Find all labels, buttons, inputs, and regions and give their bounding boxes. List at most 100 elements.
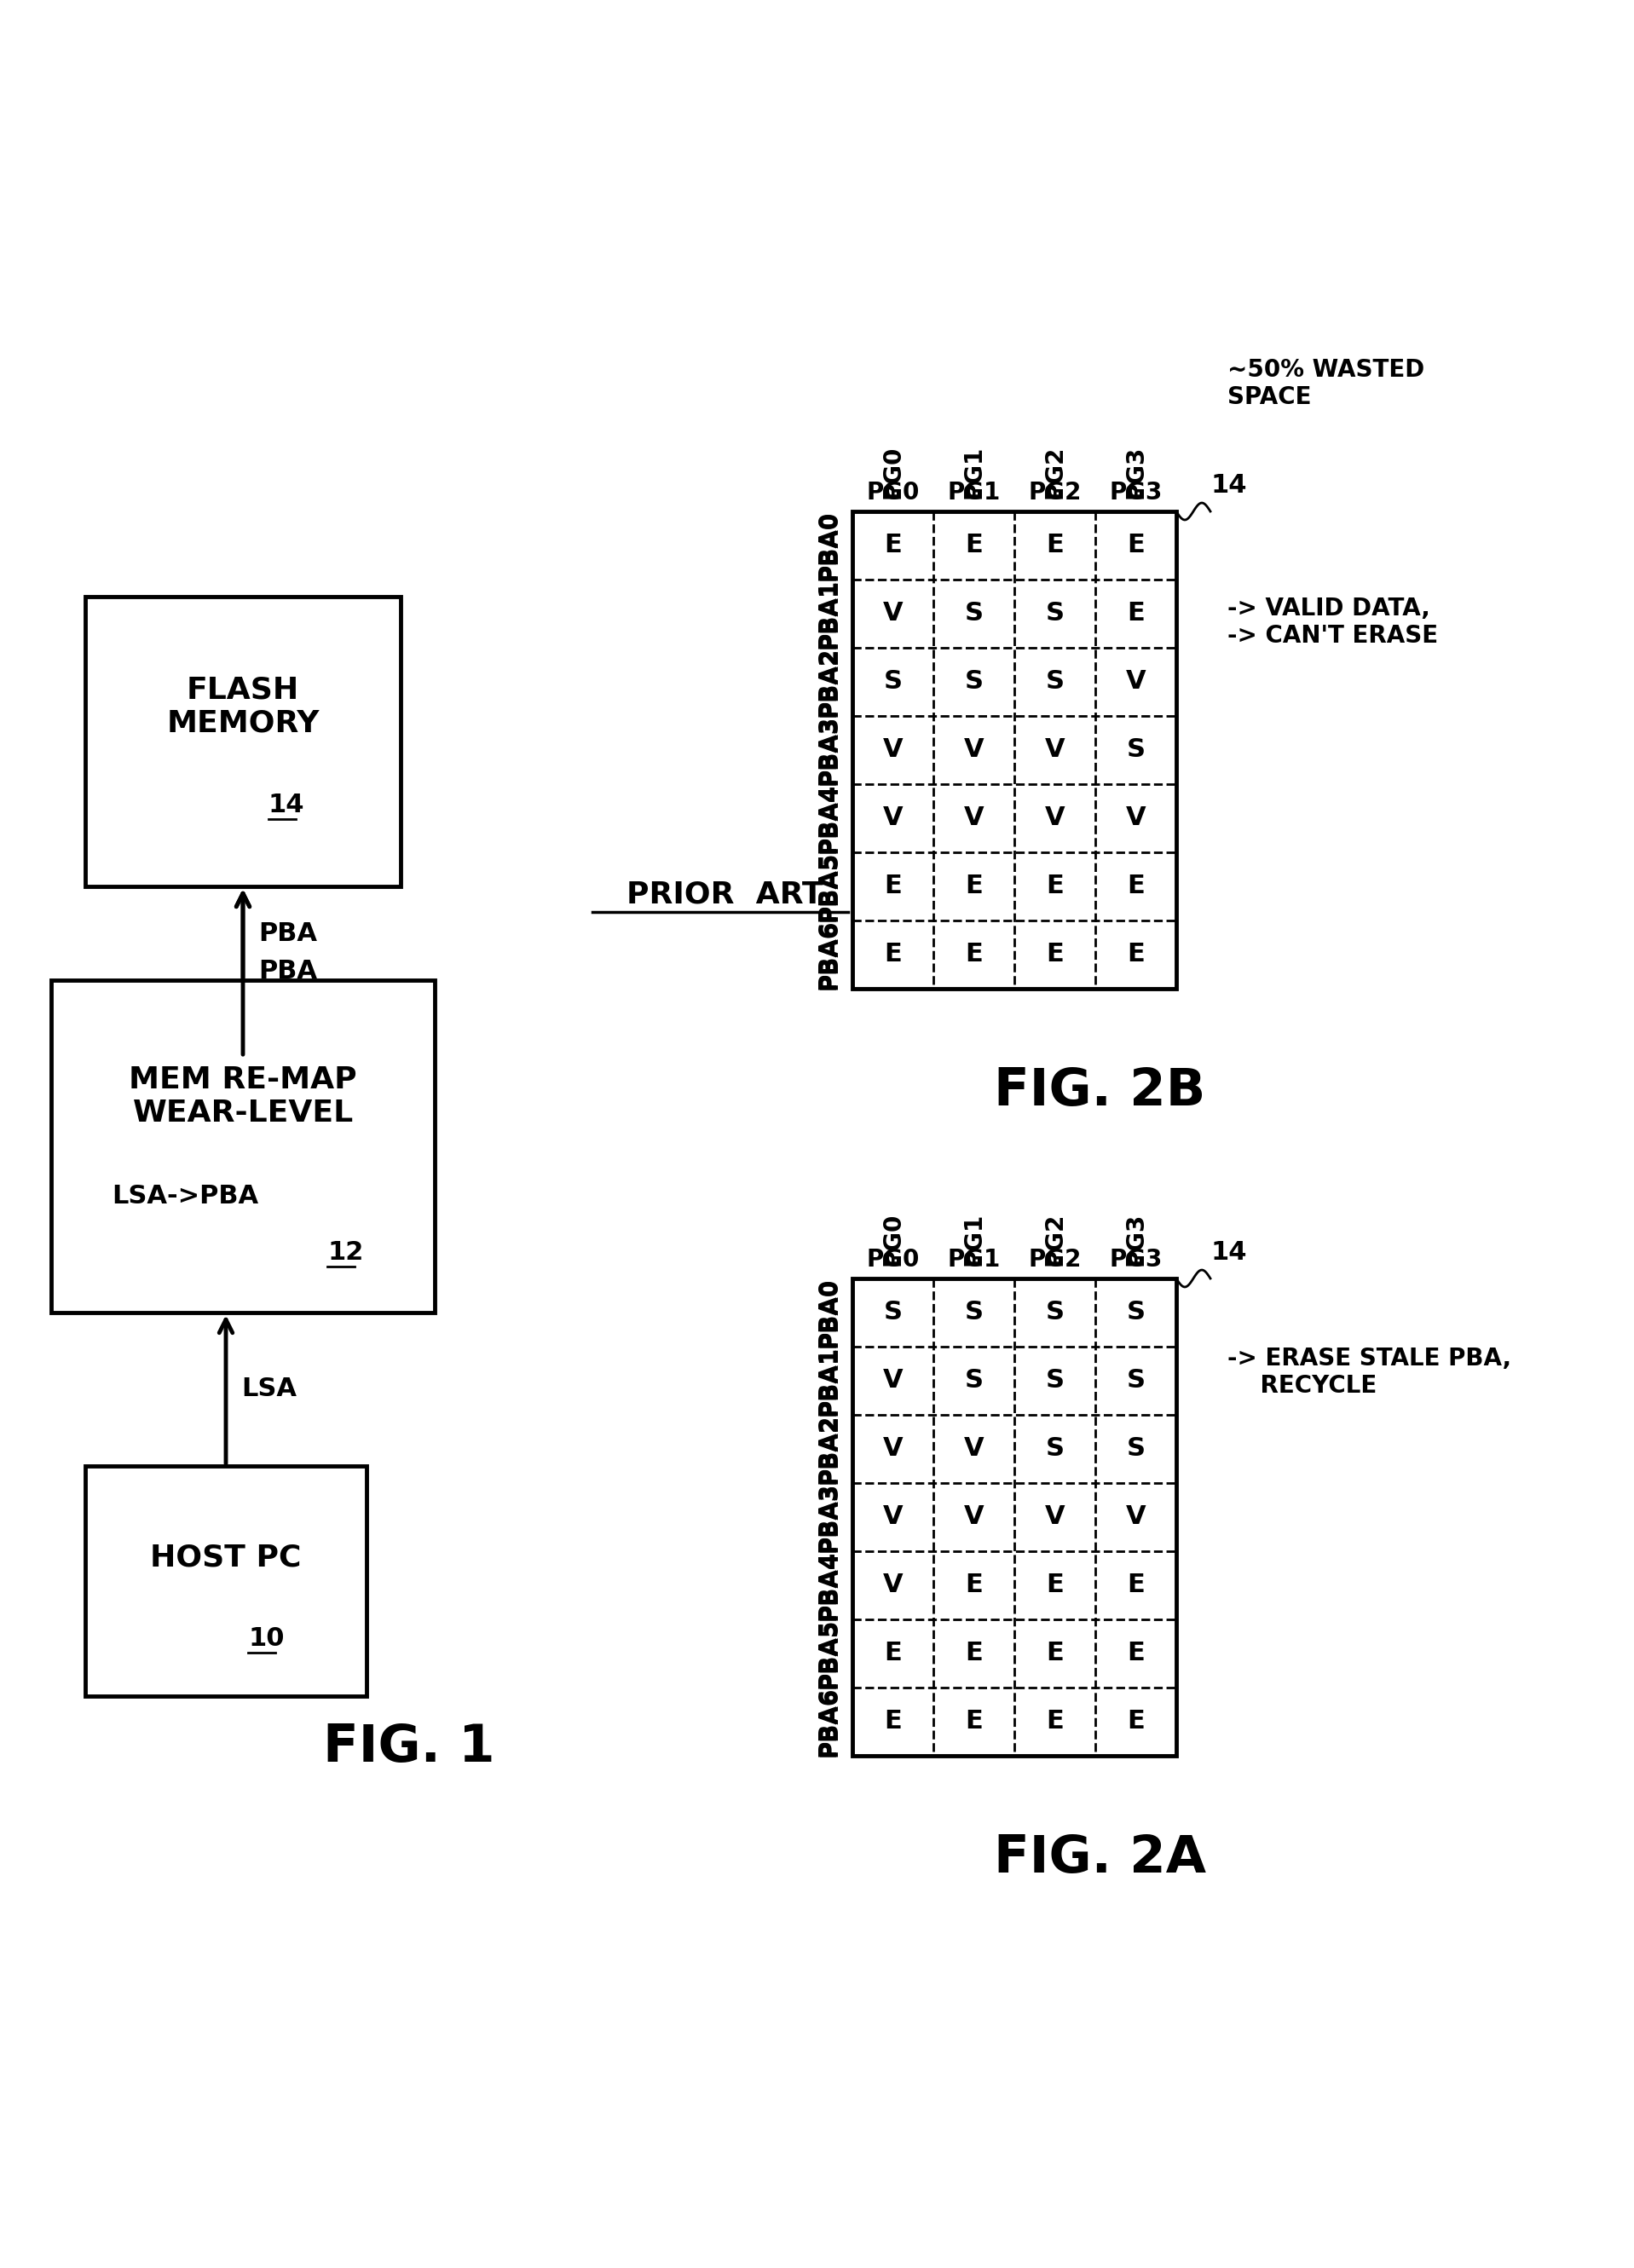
Text: PBA3: PBA3	[815, 1481, 840, 1551]
Text: PBA6: PBA6	[819, 919, 842, 989]
Text: E: E	[884, 1710, 902, 1735]
Text: E: E	[966, 1710, 982, 1735]
Text: S: S	[1046, 669, 1064, 694]
Text: E: E	[884, 941, 902, 966]
Text: V: V	[1126, 805, 1145, 830]
Text: PBA4: PBA4	[815, 1551, 840, 1619]
Text: PBA1: PBA1	[815, 578, 840, 649]
Text: PBA5: PBA5	[819, 1619, 842, 1690]
Text: PBA5: PBA5	[819, 850, 842, 921]
Text: LSA->PBA: LSA->PBA	[113, 1184, 258, 1209]
Text: 14: 14	[1211, 474, 1247, 499]
Text: PBA4: PBA4	[819, 782, 842, 853]
Text: PBA6: PBA6	[815, 1687, 840, 1758]
Text: S: S	[1126, 1436, 1145, 1461]
Text: V: V	[1044, 737, 1065, 762]
Bar	[853, 1279, 1176, 1755]
Text: PBA1: PBA1	[815, 1345, 840, 1415]
Text: PBA4: PBA4	[819, 1551, 842, 1619]
Text: PBA2: PBA2	[819, 1413, 842, 1483]
Text: E: E	[1127, 1642, 1145, 1665]
Text: PG1: PG1	[948, 481, 1000, 503]
Text: S: S	[1126, 1300, 1145, 1325]
Text: E: E	[1127, 1710, 1145, 1735]
Text: PG2: PG2	[1028, 481, 1082, 503]
Text: HOST PC: HOST PC	[150, 1545, 302, 1572]
Text: PBA0: PBA0	[815, 510, 840, 581]
Text: E: E	[966, 873, 982, 898]
Text: FIG. 2A: FIG. 2A	[993, 1833, 1206, 1882]
Text: PBA3: PBA3	[815, 714, 840, 785]
Text: E: E	[1127, 601, 1145, 626]
Text: E: E	[1127, 533, 1145, 558]
Text: V: V	[964, 1504, 984, 1529]
Text: PBA6: PBA6	[815, 919, 840, 989]
Text: 14: 14	[268, 794, 304, 819]
Text: PG2: PG2	[1042, 445, 1067, 499]
Text: S: S	[1046, 1368, 1064, 1393]
Text: PG0: PG0	[881, 445, 905, 499]
Text: PBA0: PBA0	[819, 1277, 842, 1347]
Text: V: V	[964, 1436, 984, 1461]
Bar	[853, 510, 1176, 989]
Text: PRIOR  ART: PRIOR ART	[626, 880, 824, 909]
Text: PG3: PG3	[1109, 481, 1162, 503]
Text: V: V	[882, 737, 904, 762]
Text: V: V	[964, 737, 984, 762]
Text: PBA0: PBA0	[815, 1277, 840, 1347]
Text: 10: 10	[248, 1626, 284, 1651]
Text: V: V	[1044, 1504, 1065, 1529]
Text: E: E	[966, 1642, 982, 1665]
Text: E: E	[1046, 1574, 1064, 1597]
Text: PG3: PG3	[1124, 1213, 1147, 1266]
Text: E: E	[884, 873, 902, 898]
Text: PBA0: PBA0	[819, 510, 842, 581]
Text: -> VALID DATA,
-> CAN'T ERASE: -> VALID DATA, -> CAN'T ERASE	[1227, 596, 1438, 649]
Text: S: S	[884, 669, 902, 694]
Text: V: V	[1126, 669, 1145, 694]
Text: E: E	[1127, 1574, 1145, 1597]
Text: PG1: PG1	[962, 1213, 985, 1266]
Text: PG1: PG1	[948, 1247, 1000, 1272]
Text: S: S	[964, 1368, 984, 1393]
Text: E: E	[884, 1642, 902, 1665]
Text: PG1: PG1	[962, 445, 985, 499]
Text: S: S	[964, 1300, 984, 1325]
Text: PG3: PG3	[1124, 445, 1147, 499]
Text: E: E	[966, 941, 982, 966]
Text: 12: 12	[327, 1241, 363, 1266]
Text: E: E	[1046, 533, 1064, 558]
Text: V: V	[882, 1368, 904, 1393]
Text: -> ERASE STALE PBA,
    RECYCLE: -> ERASE STALE PBA, RECYCLE	[1227, 1347, 1511, 1397]
Bar	[51, 980, 435, 1313]
Text: V: V	[882, 1436, 904, 1461]
Text: S: S	[1046, 601, 1064, 626]
Bar	[85, 596, 400, 887]
Text: E: E	[884, 533, 902, 558]
Text: PBA4: PBA4	[815, 782, 840, 853]
Text: S: S	[1126, 737, 1145, 762]
Text: V: V	[964, 805, 984, 830]
Text: PBA3: PBA3	[819, 1481, 842, 1551]
Text: E: E	[1127, 941, 1145, 966]
Text: ~50% WASTED
SPACE: ~50% WASTED SPACE	[1227, 358, 1425, 408]
Text: S: S	[964, 601, 984, 626]
Text: V: V	[882, 601, 904, 626]
Text: S: S	[964, 669, 984, 694]
Text: E: E	[1046, 941, 1064, 966]
Text: V: V	[1126, 1504, 1145, 1529]
Text: S: S	[884, 1300, 902, 1325]
Text: PBA1: PBA1	[819, 578, 842, 649]
Text: PG3: PG3	[1109, 1247, 1162, 1272]
Text: PG2: PG2	[1042, 1213, 1067, 1266]
Text: PBA: PBA	[258, 921, 317, 946]
Text: E: E	[1127, 873, 1145, 898]
Text: E: E	[1046, 873, 1064, 898]
Text: FIG. 2B: FIG. 2B	[993, 1066, 1206, 1116]
Text: PBA1: PBA1	[819, 1345, 842, 1415]
Text: PBA5: PBA5	[815, 1619, 840, 1690]
Text: PBA2: PBA2	[819, 646, 842, 717]
Text: PG2: PG2	[1028, 1247, 1082, 1272]
Text: PBA2: PBA2	[815, 646, 840, 717]
Text: V: V	[882, 1574, 904, 1597]
